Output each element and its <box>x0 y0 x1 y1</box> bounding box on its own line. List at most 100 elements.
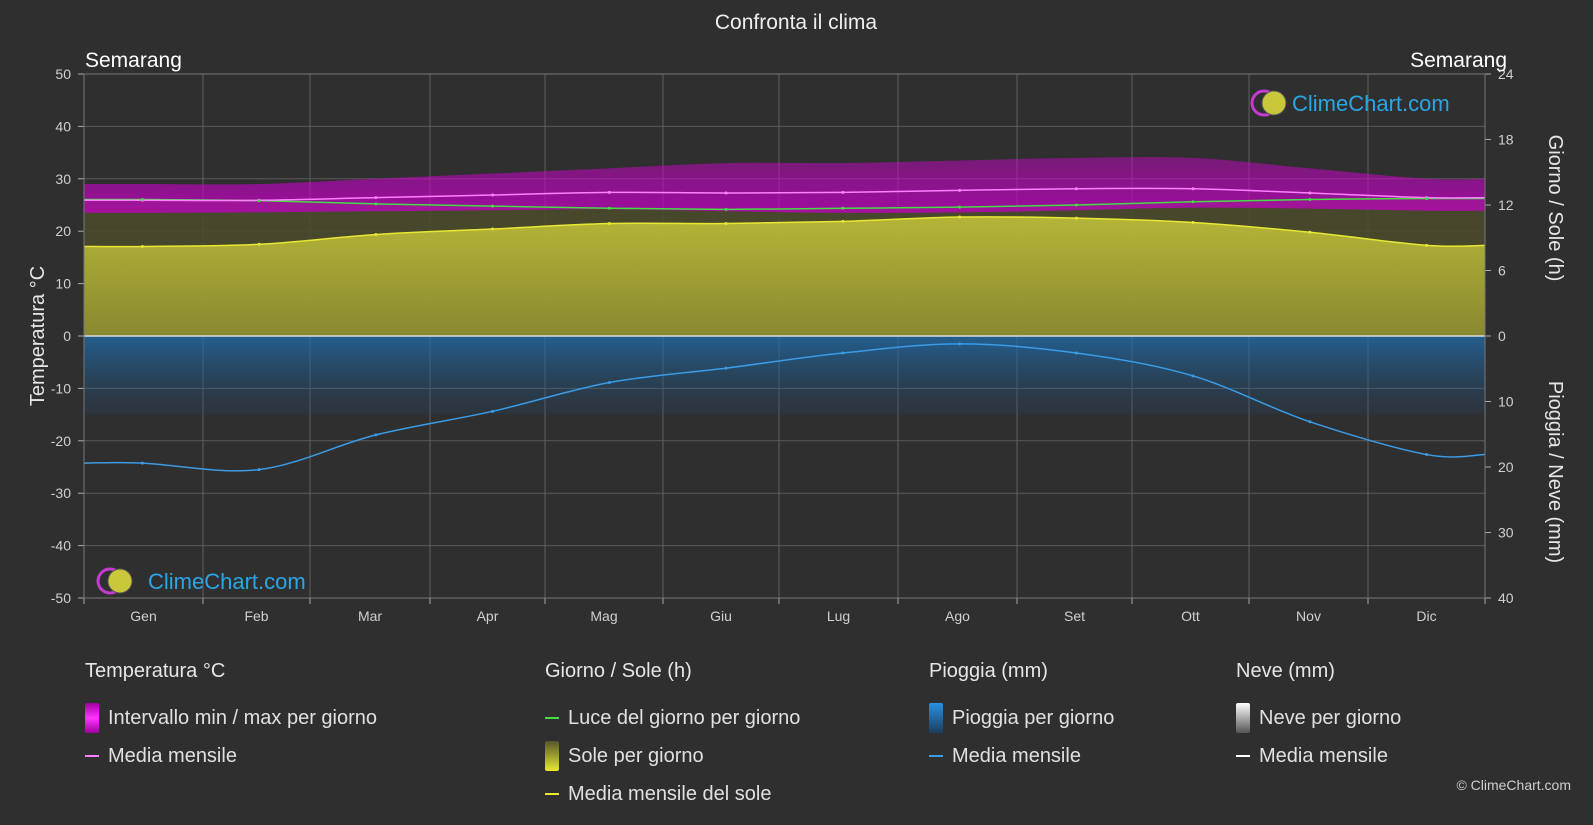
x-tick-label: Ago <box>945 608 970 624</box>
rain-point <box>1425 453 1429 457</box>
sun-point <box>1191 220 1195 224</box>
legend-title: Temperatura °C <box>85 660 226 682</box>
x-tick-label: Gen <box>130 608 156 624</box>
daylight-line <box>83 197 1486 211</box>
climate-chart: 50 40 30 20 10 0 -10 -20 -30 -40 -50 24 18 12 6 0 10 20 30… <box>27 11 1566 624</box>
temperature-point <box>724 191 728 195</box>
y-left-tick-label: -50 <box>51 590 71 606</box>
rain-point <box>724 366 728 370</box>
daylight-point <box>724 207 728 211</box>
temperature-point <box>958 188 962 192</box>
x-tick-label: Apr <box>477 608 499 624</box>
sun-point <box>374 232 378 236</box>
x-tick-label: Mar <box>358 608 382 624</box>
y-left-tick-label: -30 <box>51 485 71 501</box>
legend-label: Neve per giorno <box>1259 706 1402 729</box>
legend-sun: Giorno / Sole (h) Luce del giorno per gi… <box>545 660 800 813</box>
location-right: Semarang <box>1410 49 1507 72</box>
daylight-swatch <box>545 717 559 719</box>
sunshine-area <box>84 216 1485 336</box>
x-tick-label: Lug <box>827 608 850 624</box>
legend-title: Neve (mm) <box>1236 660 1335 682</box>
legend-item: Pioggia per giorno <box>929 699 1114 737</box>
daylight-point <box>958 205 962 209</box>
daylight-point <box>1074 203 1078 207</box>
legend-snow: Neve (mm) Neve per giorno Media mensile <box>1236 660 1401 775</box>
y-left-tick-label: 10 <box>55 276 71 292</box>
sun-point <box>140 244 144 248</box>
temperature-point <box>1074 187 1078 191</box>
legend-item: Media mensile del sole <box>545 775 800 813</box>
rain-point <box>607 381 611 385</box>
temperature-point <box>491 193 495 197</box>
y-right-bottom-tick-label: 10 <box>1498 394 1514 410</box>
legend-item: Luce del giorno per giorno <box>545 699 800 737</box>
legend-item: Sole per giorno <box>545 737 800 775</box>
rain-point <box>374 433 378 437</box>
legend-label: Intervallo min / max per giorno <box>108 706 378 729</box>
sun-point <box>958 215 962 219</box>
daylight-point <box>374 202 378 206</box>
daylight-point <box>841 206 845 210</box>
location-left: Semarang <box>85 49 182 72</box>
y-right-top-label: Giorno / Sole (h) <box>1544 135 1566 282</box>
sun-point <box>841 219 845 223</box>
y-right-top-tick-label: 18 <box>1498 132 1514 148</box>
rain-point <box>491 409 495 413</box>
legend-item: Media mensile <box>1236 737 1401 775</box>
temp-range-swatch <box>85 703 99 733</box>
daylight-point <box>257 199 261 203</box>
sun-mean-swatch <box>545 793 559 795</box>
temp-mean-line <box>83 187 1486 202</box>
rain-area <box>84 336 1485 415</box>
sun-point <box>1425 243 1429 247</box>
legend-rain: Pioggia (mm) Pioggia per giorno Media me… <box>929 660 1114 775</box>
daylight-point <box>1191 200 1195 204</box>
y-right-bottom-tick-label: 30 <box>1498 525 1514 541</box>
y-left-tick-label: -10 <box>51 380 71 396</box>
legend-label: Media mensile del sole <box>568 782 772 805</box>
rain-point <box>958 342 962 346</box>
sunshine-swatch <box>545 741 559 771</box>
legend-label: Media mensile <box>108 744 237 767</box>
legend-label: Luce del giorno per giorno <box>568 706 801 729</box>
rain-point <box>1191 374 1195 378</box>
y-right-bottom-tick-label: 20 <box>1498 459 1514 475</box>
logo-sun-icon <box>107 568 133 594</box>
chart-title: Confronta il clima <box>715 11 878 34</box>
sun-point <box>1308 230 1312 234</box>
temp-range-band <box>84 156 1485 213</box>
y-right-top-tick-label: 0 <box>1498 328 1506 344</box>
logo-text-bottom: ClimeChart.com <box>148 569 306 594</box>
y-left-tick-label: -40 <box>51 538 71 554</box>
logo-bottom: ClimeChart.com <box>96 567 306 595</box>
daylight-point <box>140 198 144 202</box>
y-right-top-tick-label: 24 <box>1498 66 1514 82</box>
rain-point <box>841 351 845 355</box>
legend-label: Media mensile <box>952 744 1081 767</box>
daylight-point <box>1308 198 1312 202</box>
legend-label: Sole per giorno <box>568 744 704 767</box>
legend-label: Media mensile <box>1259 744 1388 767</box>
rain-swatch <box>929 703 943 733</box>
sun-point <box>491 227 495 231</box>
legend-item: Intervallo min / max per giorno <box>85 699 377 737</box>
temperature-point <box>1308 191 1312 195</box>
sun-point <box>1074 216 1078 220</box>
snow-swatch <box>1236 703 1250 733</box>
legend-item: Media mensile <box>929 737 1114 775</box>
copyright: © ClimeChart.com <box>1456 777 1571 793</box>
y-left-label: Temperatura °C <box>27 266 49 406</box>
y-left-tick-label: 50 <box>55 66 71 82</box>
legend-item: Media mensile <box>85 737 377 775</box>
sun-point <box>724 222 728 226</box>
daylight-point <box>491 204 495 208</box>
legend-item: Neve per giorno <box>1236 699 1401 737</box>
x-tick-label: Dic <box>1416 608 1436 624</box>
x-tick-label: Feb <box>244 608 268 624</box>
y-left-tick-label: 20 <box>55 223 71 239</box>
legend-temperature: Temperatura °C Intervallo min / max per … <box>85 660 377 775</box>
temperature-point <box>841 190 845 194</box>
rain-point <box>257 468 261 472</box>
plot-border <box>83 73 1486 599</box>
